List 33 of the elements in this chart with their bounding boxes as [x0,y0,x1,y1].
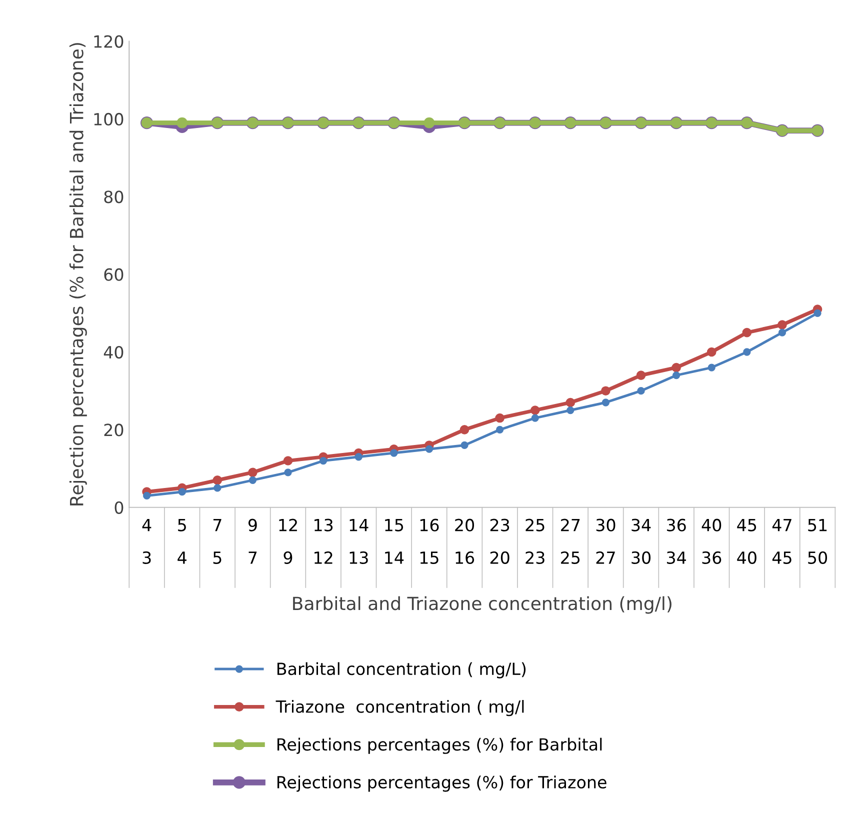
y-tick-label: 60 [104,268,124,281]
x-axis-title: Barbital and Triazone concentration (mg/l) [293,596,672,614]
category-label: 9 7 [248,518,257,564]
legend-label: Rejections percentages (%) for Barbital [277,738,602,754]
x-tick-label: 34 30 [632,518,651,564]
x-tick-label: 30 27 [596,518,616,564]
category-label: 27 25 [561,518,580,564]
category-label: 14 13 [350,519,368,564]
category-label: 12 9 [279,518,297,564]
category-label: 7 5 [213,519,222,564]
x-tick-label: 36 34 [666,518,686,564]
category-label: 5 4 [178,519,186,564]
x-tick-label: 51 50 [808,519,828,564]
y-axis-title: Rejection percentages (% for Barbital and Triazone) [69,43,87,506]
category-label: 47 45 [772,519,792,564]
category-label: 15 14 [385,519,404,564]
legend-label: Triazone concentration ( mg/l [276,700,524,716]
y-tick-label: 120 [94,35,124,48]
y-tick-label: 0 [114,501,124,514]
x-tick-label: 25 23 [526,518,544,564]
category-label: 16 15 [420,518,439,564]
y-tick-label: 40 [104,346,124,359]
x-tick-label: 13 12 [314,518,333,564]
x-tick-label: 45 40 [737,519,756,564]
x-tick-label: 40 36 [702,518,722,564]
y-tick-label: 80 [104,190,124,204]
y-tick-label: 20 [104,424,124,436]
y-tick-label: 100 [94,112,124,126]
legend-label: Rejections percentages (%) for Triazone [277,776,606,792]
category-label: 4 3 [142,519,152,564]
x-tick-label: 20 16 [455,518,474,564]
legend-label: Barbital concentration ( mg/L) [277,662,526,678]
x-tick-label: 23 20 [490,518,510,564]
